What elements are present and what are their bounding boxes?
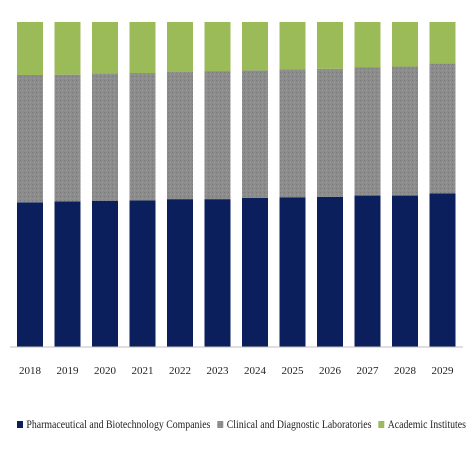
- bar-segment-2018-2: [17, 75, 43, 202]
- bar-segment-2027-1: [355, 196, 381, 347]
- bar-segment-2028-1: [392, 196, 418, 347]
- x-tick-label: 2023: [207, 365, 230, 377]
- x-tick-label: 2019: [57, 365, 80, 377]
- bar-segment-2024-1: [242, 198, 268, 347]
- bar-segment-2019-2: [55, 75, 81, 202]
- bar-segment-2028-2: [392, 67, 418, 196]
- x-tick-label: 2020: [94, 365, 117, 377]
- bar-segment-2018-1: [17, 202, 43, 347]
- x-tick-label: 2024: [244, 365, 267, 377]
- bar-segment-2021-1: [130, 200, 156, 347]
- bar-segment-2020-3: [92, 22, 118, 73]
- x-tick-label: 2018: [19, 365, 42, 377]
- x-tick-label: 2025: [282, 365, 305, 377]
- bar-segment-2024-3: [242, 22, 268, 70]
- bar-segment-2022-3: [167, 22, 193, 72]
- x-tick-label: 2027: [357, 365, 380, 377]
- legend-label-1: Pharmaceutical and Biotechnology Compani…: [26, 418, 210, 431]
- x-tick-label: 2021: [132, 365, 154, 377]
- bar-segment-2020-2: [92, 73, 118, 200]
- bar-segment-2022-2: [167, 72, 193, 199]
- bar-segment-2020-1: [92, 201, 118, 347]
- bar-segment-2029-2: [430, 63, 456, 193]
- legend-marker-3: [378, 421, 384, 428]
- bar-segment-2023-1: [205, 199, 231, 347]
- bar-segment-2018-3: [17, 22, 43, 75]
- bar-segment-2023-3: [205, 22, 231, 71]
- bar-segment-2025-1: [280, 198, 306, 348]
- x-tick-label: 2028: [394, 365, 417, 377]
- bar-segment-2026-3: [317, 22, 343, 69]
- bar-segment-2022-1: [167, 199, 193, 347]
- bar-segment-2027-3: [355, 22, 381, 68]
- x-tick-label: 2029: [432, 365, 455, 377]
- bar-segment-2029-1: [430, 193, 456, 347]
- bar-segment-2029-3: [430, 22, 456, 63]
- x-tick-labels: 2018 2019 2020 2021 2022 2023 2024 2025 2026 2027…: [19, 365, 454, 377]
- bar-segment-2023-2: [205, 71, 231, 199]
- legend-marker-2: [217, 421, 223, 428]
- x-tick-label: 2022: [169, 365, 191, 377]
- bar-segment-2019-3: [55, 22, 81, 75]
- bar-segment-2026-2: [317, 69, 343, 197]
- legend-marker-1: [17, 421, 23, 428]
- legend-label-3: Academic Institutes: [388, 418, 466, 431]
- bar-segment-2026-1: [317, 197, 343, 347]
- legend-label-2: Clinical and Diagnostic Laboratories: [227, 418, 372, 431]
- bar-segment-2025-3: [280, 22, 306, 69]
- bar-segment-2025-2: [280, 69, 306, 197]
- x-tick-label: 2026: [319, 365, 342, 377]
- bars-layer: [17, 22, 456, 347]
- bar-segment-2028-3: [392, 22, 418, 67]
- bar-segment-2019-1: [55, 201, 81, 347]
- bar-segment-2024-2: [242, 70, 268, 197]
- bar-segment-2027-2: [355, 68, 381, 196]
- bar-segment-2021-3: [130, 22, 156, 73]
- bar-segment-2021-2: [130, 73, 156, 200]
- legend: Pharmaceutical and Biotechnology Compani…: [17, 418, 466, 431]
